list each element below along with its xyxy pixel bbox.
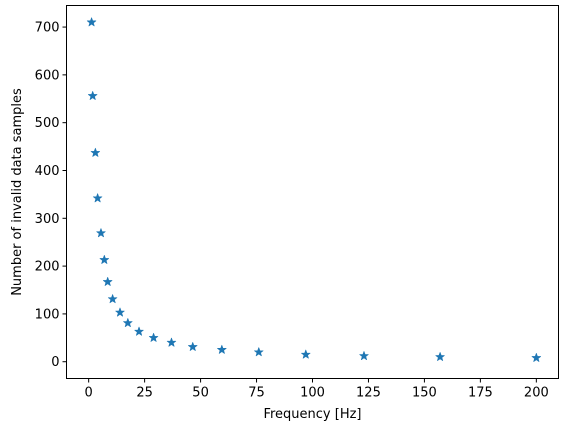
x-axis-label: Frequency [Hz] bbox=[263, 407, 361, 422]
data-point bbox=[148, 332, 159, 342]
data-point bbox=[301, 349, 311, 359]
axis-ticks: 0 25 50 75 100 125 150 175 200 0 100 200 300 400 500 60… bbox=[35, 21, 549, 401]
data-point bbox=[188, 342, 198, 351]
data-point bbox=[123, 318, 133, 328]
x-tick-label: 175 bbox=[468, 386, 493, 401]
data-point bbox=[254, 347, 264, 357]
y-tick-label: 200 bbox=[35, 260, 60, 275]
x-tick-label: 200 bbox=[524, 386, 549, 401]
x-tick-label: 100 bbox=[300, 386, 325, 401]
data-point bbox=[96, 228, 106, 238]
data-point bbox=[88, 91, 98, 100]
data-point bbox=[531, 352, 542, 362]
y-tick-label: 400 bbox=[35, 164, 60, 179]
data-point bbox=[103, 276, 113, 286]
y-tick-label: 300 bbox=[35, 212, 60, 227]
y-tick-label: 100 bbox=[35, 307, 60, 322]
data-point bbox=[217, 344, 227, 354]
y-tick-label: 0 bbox=[51, 355, 59, 370]
y-tick-label: 600 bbox=[35, 68, 60, 83]
data-point bbox=[99, 254, 109, 264]
data-point bbox=[90, 147, 101, 157]
x-tick-label: 0 bbox=[85, 386, 93, 401]
y-axis-label: Number of invalid data samples bbox=[10, 88, 25, 296]
y-tick-label: 500 bbox=[35, 116, 60, 131]
data-point bbox=[359, 351, 369, 360]
data-points bbox=[86, 17, 542, 362]
data-point bbox=[166, 337, 177, 347]
x-tick-label: 50 bbox=[192, 386, 209, 401]
data-point bbox=[92, 193, 103, 203]
data-point bbox=[86, 17, 97, 27]
y-tick-label: 700 bbox=[35, 21, 60, 36]
data-point bbox=[435, 352, 445, 361]
x-tick-label: 25 bbox=[136, 386, 153, 401]
data-point bbox=[107, 294, 118, 304]
data-point bbox=[134, 326, 144, 336]
plot-frame bbox=[66, 5, 559, 379]
data-point bbox=[115, 307, 125, 317]
x-tick-label: 75 bbox=[248, 386, 265, 401]
x-tick-label: 125 bbox=[356, 386, 381, 401]
x-tick-label: 150 bbox=[412, 386, 437, 401]
